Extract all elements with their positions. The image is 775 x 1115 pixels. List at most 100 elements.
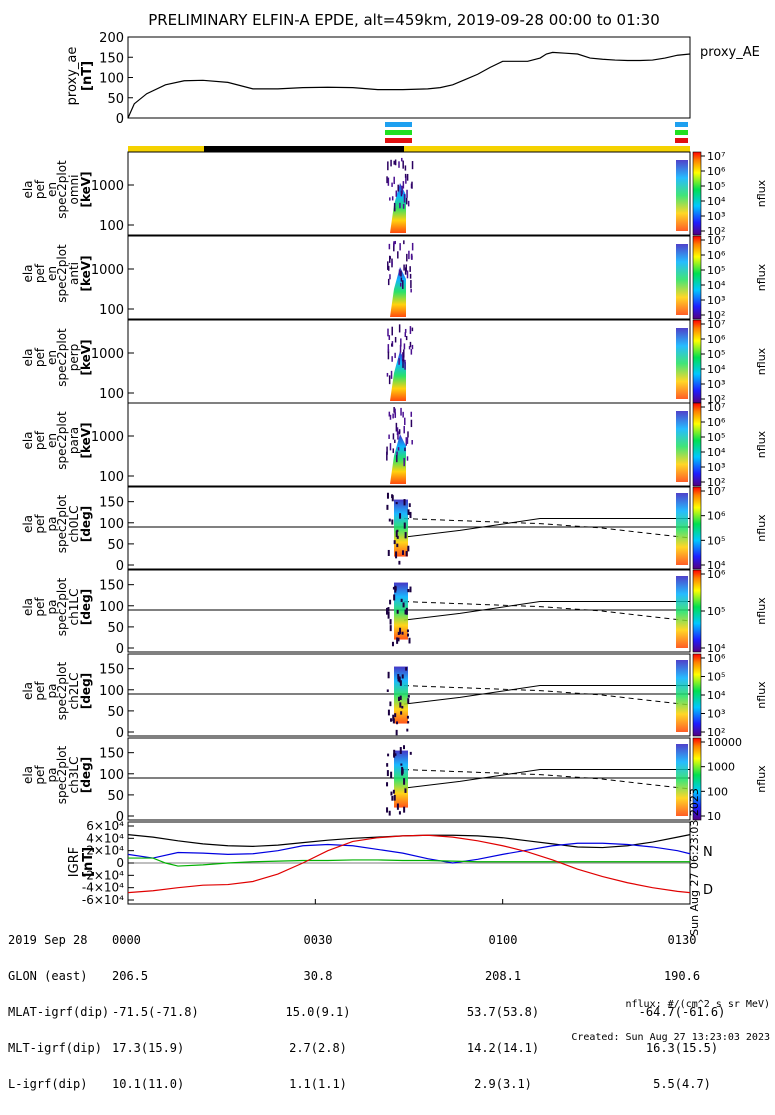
spec-speck [389,414,392,420]
pa-speck [389,599,392,605]
pa-speck [401,674,404,679]
pa-burst [394,666,408,724]
pa-speck [398,696,401,702]
spec-speck [404,165,407,171]
spec-speck [410,288,412,293]
spec-speck [387,344,390,353]
spec-speck [393,241,395,247]
pa-speck [409,511,412,515]
pa-speck [406,728,409,732]
spec-speck [409,341,412,348]
pa-speck [386,689,389,692]
spec-speck [404,328,407,333]
spec-ylabel-line: para [67,427,81,454]
pa-speck [392,789,395,794]
spec-ylabel-line: anti [67,262,81,285]
pa-right-strip [676,493,688,565]
colorbar-strip [692,151,702,236]
colorbar-tick-label: 10⁵ [707,605,725,618]
colorbar-pa-1: 10⁴ 10⁵ 10⁶ nflux [692,568,768,655]
pa-ylabel-line: ch2LC [67,673,81,710]
footer-label-1: GLON (east) [8,969,88,983]
spec-speck [403,264,405,271]
pa-speck [407,721,410,724]
spec-right-strip [676,160,688,231]
pa-speck [399,702,402,708]
units-note: nflux: #/(cm^2 s sr MeV) [625,999,771,1010]
spec-speck [405,175,407,184]
colorbar-tick-label: 10² [707,309,725,322]
pa-speck [391,519,394,525]
colorbar-strip [692,653,702,737]
pa-loss-cone [403,601,690,621]
spec-ylabel-line: [keV] [79,422,93,458]
spec-speck [404,332,407,338]
proxy-ae-panel: 0 50 100 150 200 proxy_ae [nT] proxy_AE [65,31,760,127]
colorbar-tick-label: 10⁴ [707,642,726,655]
colorbar-tick-label: 10⁷ [707,234,725,247]
pa-ytick-label: 150 [99,663,124,678]
pa-ytick-label: 0 [116,726,124,741]
pa-speck [391,795,394,801]
footer-labels: 2019 Sep 28 GLON (east) MLAT-igrf(dip) M… [8,910,109,1114]
pa-burst [394,582,408,640]
spec-speck [409,273,412,279]
spec-frame [127,151,691,236]
spec-speck [393,207,396,212]
pa-speck [396,535,399,539]
pa-speck [409,751,412,755]
spec-ylabel-line: pef [33,263,47,283]
spec-speck [388,255,391,263]
pa-speck [394,753,397,756]
footer-val-1-2: 208.1 [484,969,522,983]
spec-speck [411,181,413,189]
energy-spectrogram-panel-0: 100 1000 [91,151,691,236]
spec-right-strip [676,244,688,315]
spec-ytick-label: 100 [99,387,124,402]
footer-label-3: MLT-igrf(dip) [8,1041,102,1055]
footer-val-0-3: 0130 [667,933,697,947]
footer-notes: nflux: #/(cm^2 s sr MeV) Created: Sun Au… [560,977,770,1065]
spec-speck [398,429,401,434]
spec-speck [402,160,404,169]
spec-speck [399,202,401,209]
spec-right-strip [676,411,688,482]
proxy-ae-ytick-label: 100 [99,72,124,87]
spec-speck [402,359,404,368]
spec-speck [410,411,413,417]
pa-speck [396,721,399,725]
pa-speck [396,637,399,644]
pa-speck [400,711,403,715]
pa-ylabel-line: pa [45,517,59,532]
spec-ylabel-line: ela [21,348,35,366]
colorbar-strip [692,569,702,653]
pa-speck [397,637,400,642]
spec-speck [406,173,409,181]
pa-speck [397,631,400,635]
spec-speck [393,407,395,413]
colorbar-tick-label: 10⁴ [707,195,726,208]
igrf-line-N [127,842,691,864]
spec-ylabel-line: pef [33,347,47,367]
pa-speck [393,540,396,545]
pa-loss-cone [403,769,690,789]
spec-speck [401,157,403,162]
igrf-ytick-label: 4×10⁴ [86,831,124,845]
spec-speck [396,455,398,463]
pa-ylabel-line: pa [45,600,59,615]
pa-speck [394,713,397,718]
pa-ytick-label: 100 [99,768,124,783]
pa-ytick-label: 0 [116,810,124,825]
pa-ylabel-line: [deg] [79,673,93,709]
spec-ylabel-line: en [45,182,59,197]
pa-ylabel-line: ch0LC [67,506,81,543]
colorbar-strip [692,737,702,821]
pa-speck [390,791,393,796]
spec-speck [405,437,408,446]
colorbar-tick-label: 10 [707,810,721,823]
spec-ylabel-line: [keV] [79,255,93,291]
spec-speck [410,253,413,260]
colorbar-spec-0: 10² 10³ 10⁴ 10⁵ 10⁶ 10⁷ nflux [692,150,768,238]
energy-spectrogram-panel-1: 100 1000 [91,235,691,320]
